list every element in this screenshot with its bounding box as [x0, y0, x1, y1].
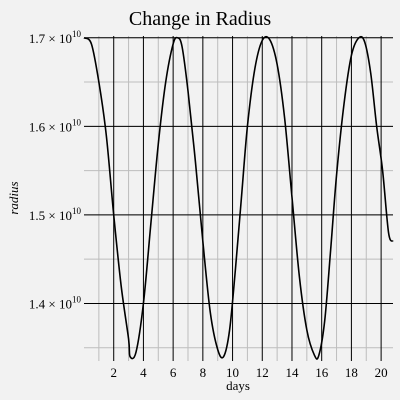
- plot-area: [84, 36, 393, 361]
- series-layer: [83, 35, 394, 360]
- x-tick-label: 10: [226, 365, 239, 380]
- y-tick-labels: 1.4 × 1010 1.5 × 1010 1.6 × 1010 1.7 × 1010: [29, 29, 82, 312]
- y-tick-label: 1.4 × 1010: [29, 294, 82, 311]
- x-tick-labels: 2 4 6 8 10 12 14 16 18 20: [110, 365, 387, 380]
- x-tick-label: 12: [256, 365, 269, 380]
- x-tick-label: 8: [200, 365, 207, 380]
- chart-title: Change in Radius: [129, 8, 271, 30]
- x-tick-label: 6: [170, 365, 177, 380]
- x-tick-label: 14: [285, 365, 299, 380]
- x-axis-label: days: [226, 378, 250, 393]
- y-tick-label: 1.5 × 1010: [29, 206, 82, 223]
- x-tick-label: 4: [140, 365, 147, 380]
- y-tick-label: 1.6 × 1010: [29, 117, 82, 134]
- y-axis-label: radius: [6, 181, 21, 214]
- y-tick-label: 1.7 × 1010: [29, 29, 82, 46]
- x-tick-label: 16: [315, 365, 329, 380]
- x-tick-label: 2: [110, 365, 117, 380]
- x-tick-label: 20: [375, 365, 388, 380]
- x-tick-label: 18: [345, 365, 358, 380]
- series-line: [83, 35, 394, 360]
